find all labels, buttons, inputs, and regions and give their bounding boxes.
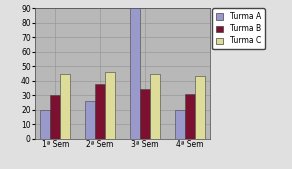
Legend: Turma A, Turma B, Turma C: Turma A, Turma B, Turma C: [212, 8, 265, 49]
Bar: [195, 76, 205, 139]
Bar: [85, 101, 95, 139]
Bar: [140, 89, 150, 139]
Bar: [150, 74, 160, 139]
Bar: [60, 74, 70, 139]
Bar: [175, 110, 185, 139]
Bar: [95, 84, 105, 139]
Bar: [40, 110, 50, 139]
Bar: [105, 72, 115, 139]
Bar: [130, 8, 140, 139]
Bar: [50, 95, 60, 139]
Bar: [185, 94, 195, 139]
